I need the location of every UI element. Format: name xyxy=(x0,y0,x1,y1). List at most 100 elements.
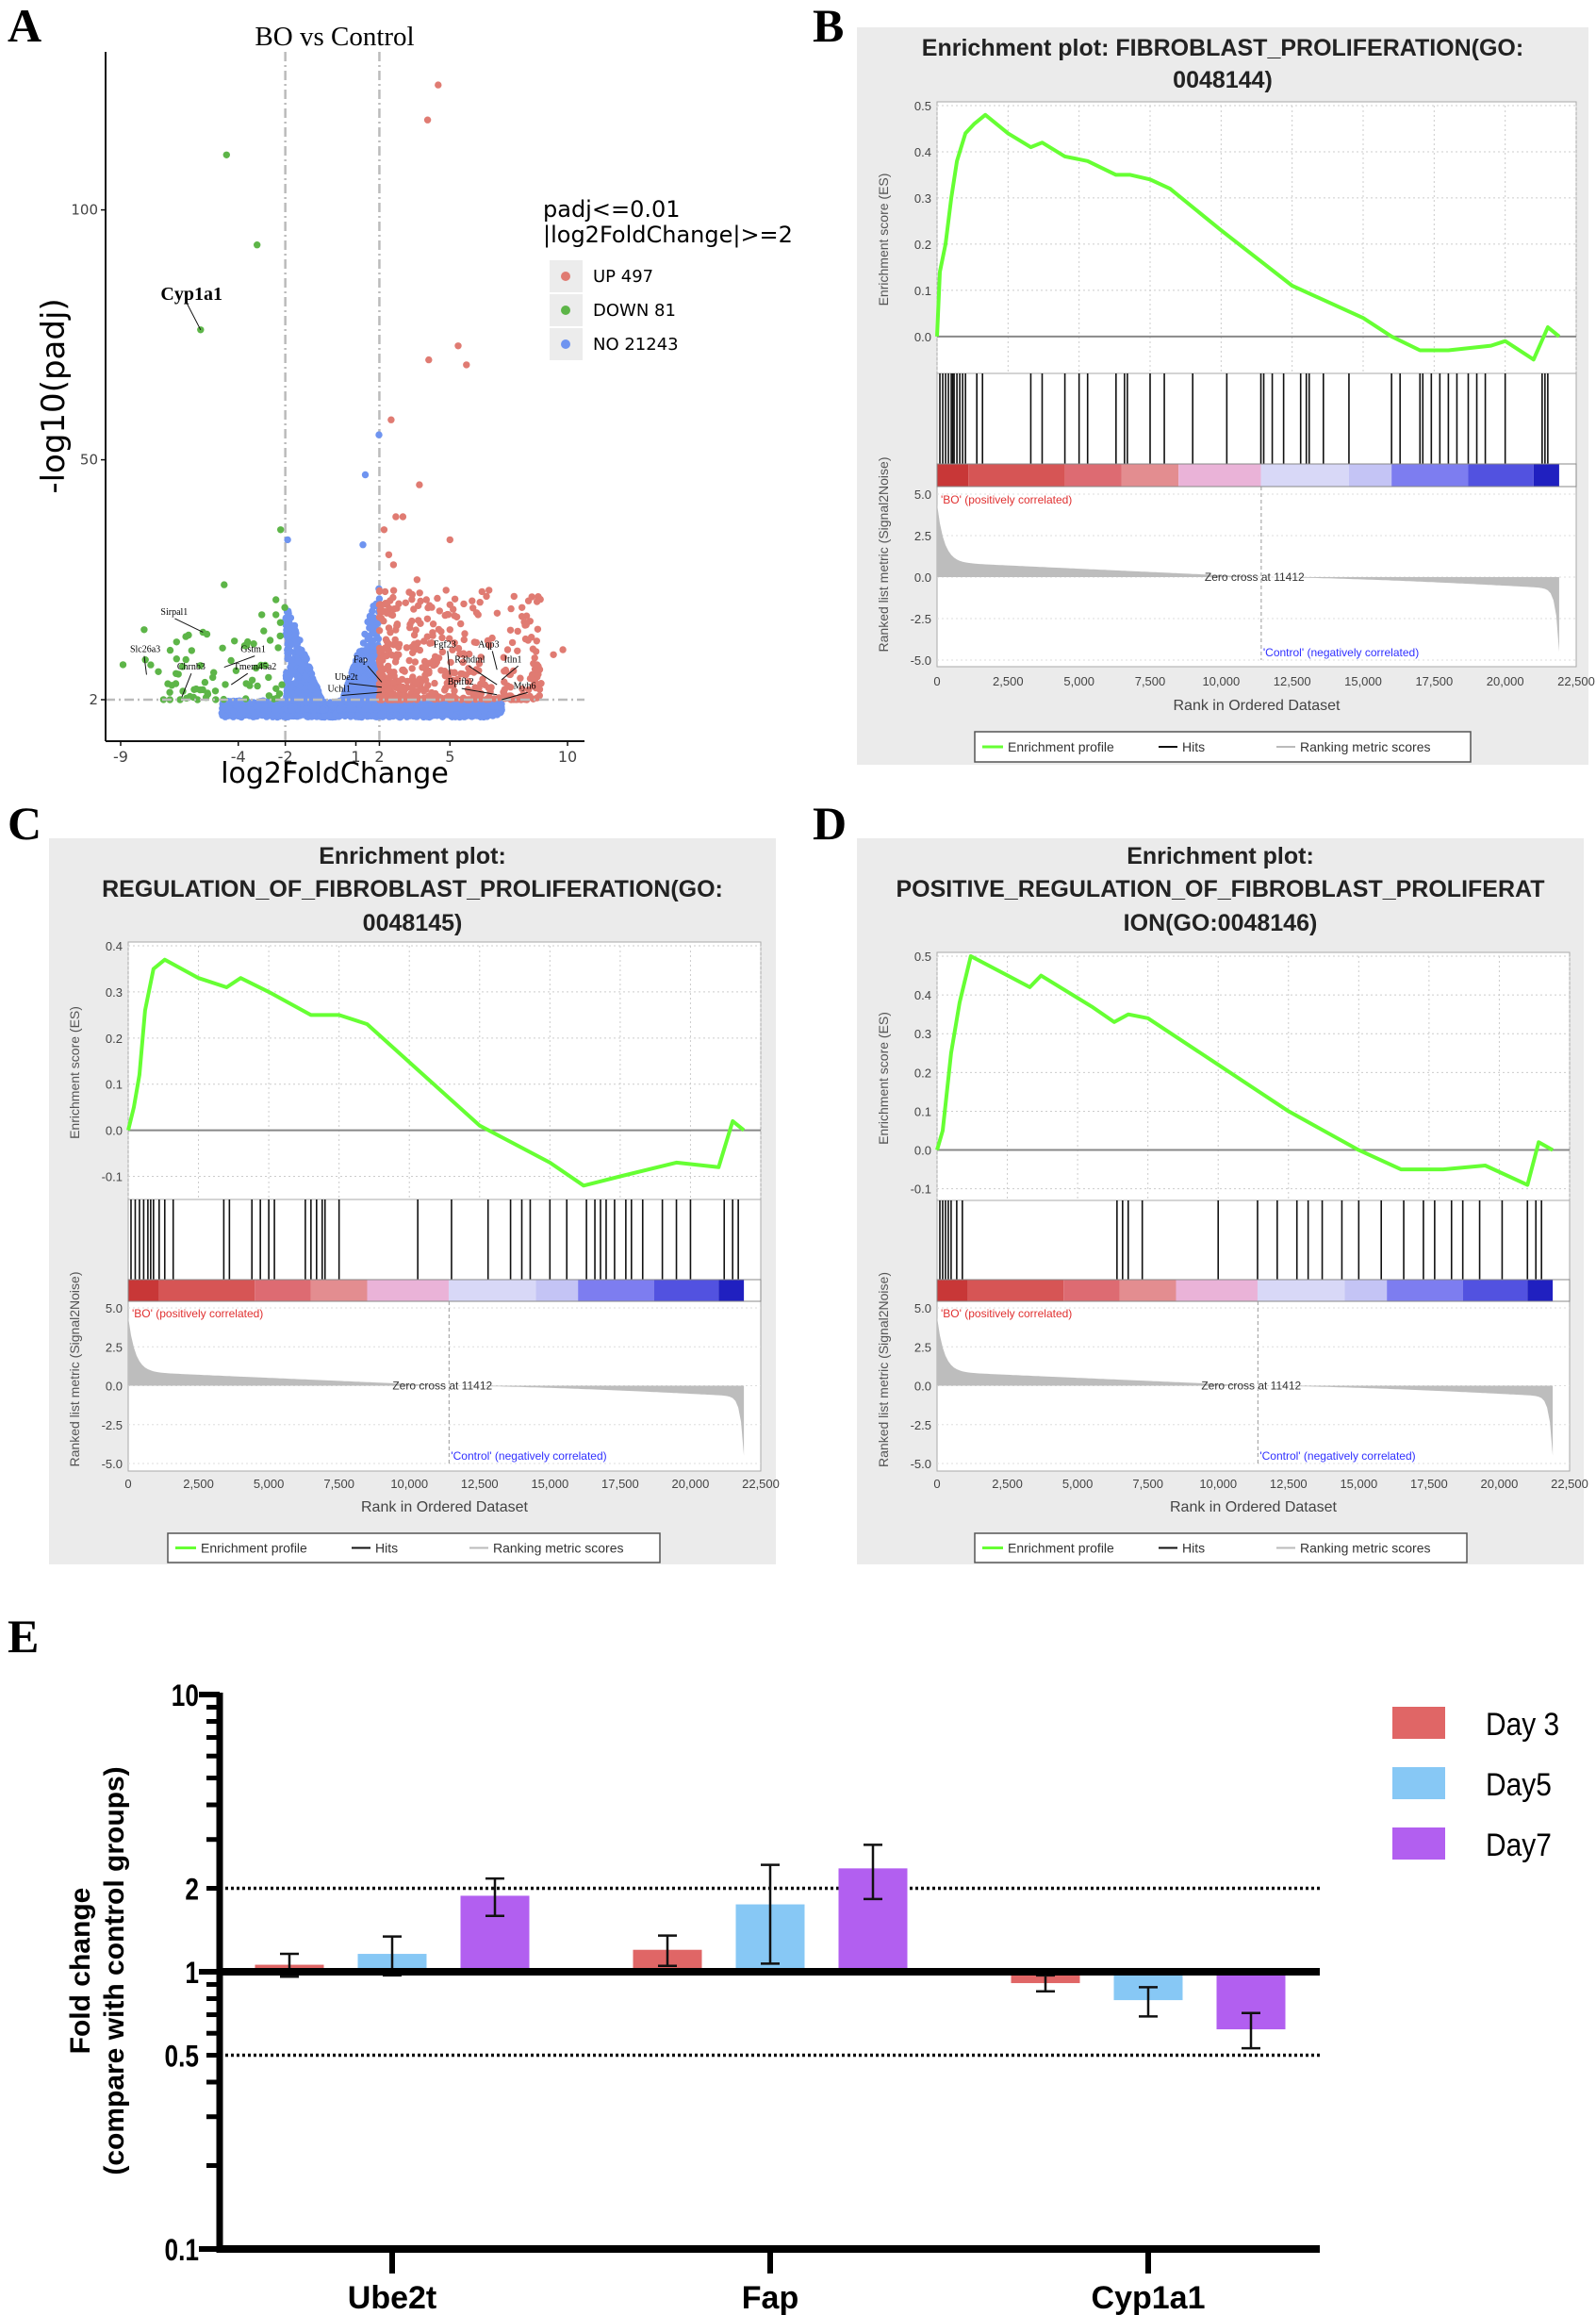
volcano-point-up xyxy=(474,611,482,619)
volcano-point-down xyxy=(222,151,230,158)
volcano-point-down xyxy=(119,661,127,669)
volcano-point-up xyxy=(535,692,543,700)
volcano-point-up xyxy=(446,635,453,642)
x-axis-title: log2FoldChange xyxy=(221,757,449,790)
volcano-point-no xyxy=(349,668,357,676)
x-tick-label: 7,500 xyxy=(1135,674,1166,688)
positive-correlation-label: 'BO' (positively correlated) xyxy=(941,493,1072,506)
volcano-point-no xyxy=(474,711,482,719)
metric-tick-label: -5.0 xyxy=(911,1457,931,1471)
volcano-point-up xyxy=(530,695,537,703)
volcano-point-no xyxy=(361,705,369,713)
volcano-point-down xyxy=(147,661,155,669)
volcano-point-down xyxy=(166,646,174,654)
volcano-point-up xyxy=(508,638,517,647)
volcano-point-up xyxy=(402,599,409,606)
volcano-point-down xyxy=(248,676,256,684)
volcano-point-up xyxy=(408,665,416,672)
y-tick-label: 50 xyxy=(80,452,98,469)
volcano-point-no xyxy=(296,637,304,644)
volcano-point-no xyxy=(452,713,459,720)
gsea-plot-c: Enrichment plot: REGULATION_OF_FIBROBLAST… xyxy=(49,838,780,1564)
volcano-point-up xyxy=(447,682,455,689)
volcano-point-down xyxy=(196,662,205,670)
x-tick-label: 2 xyxy=(374,748,384,766)
rank-color-band-segment xyxy=(1344,1280,1388,1301)
volcano-point-up xyxy=(528,593,535,601)
y-tick-label: 2 xyxy=(89,691,98,708)
volcano-point-no xyxy=(371,703,379,711)
volcano-point-no xyxy=(377,711,385,719)
panel-letter-c: C xyxy=(8,797,41,850)
legend-label: Ranking metric scores xyxy=(1300,1541,1431,1556)
volcano-point-down xyxy=(173,655,180,663)
volcano-point-no xyxy=(353,656,360,665)
volcano-point-down xyxy=(231,637,239,645)
volcano-point-no xyxy=(360,664,369,671)
volcano-point-up xyxy=(438,634,446,642)
legend-title: |log2FoldChange|>=2 xyxy=(543,222,793,248)
volcano-point-up xyxy=(514,647,521,654)
fold-change-bar-chart: 10 2 1 0.5 0.1 Ube2t Fap Cyp1a1 Fold change (comp… xyxy=(65,1680,1559,2315)
volcano-point-up xyxy=(459,658,467,667)
volcano-point-up xyxy=(518,613,526,620)
rank-color-band-segment xyxy=(1533,464,1559,487)
volcano-point-no xyxy=(288,641,295,649)
volcano-point-up xyxy=(518,604,526,611)
volcano-point-down xyxy=(272,596,280,604)
legend-label: Enrichment profile xyxy=(201,1541,307,1556)
metric-tick-label: -2.5 xyxy=(911,612,931,626)
volcano-point-no xyxy=(406,702,414,709)
rank-color-band-segment xyxy=(1176,1280,1258,1301)
volcano-point-up xyxy=(454,342,462,350)
volcano-point-no xyxy=(359,699,367,707)
legend-swatch xyxy=(1392,1827,1445,1860)
volcano-point-no xyxy=(336,705,344,713)
rank-color-band-segment xyxy=(937,1280,968,1301)
volcano-point-no xyxy=(361,471,370,479)
volcano-point-down xyxy=(219,644,226,652)
metric-axis-title: Ranked list metric (Signal2Noise) xyxy=(876,1272,891,1467)
legend-label: Enrichment profile xyxy=(1008,739,1114,754)
volcano-point-no xyxy=(346,704,354,712)
volcano-point-up xyxy=(399,513,407,521)
legend-box xyxy=(974,731,1472,763)
negative-correlation-label: 'Control' (negatively correlated) xyxy=(1263,646,1419,659)
volcano-point-no xyxy=(282,621,290,629)
volcano-point-up xyxy=(435,81,442,89)
volcano-point-down xyxy=(140,626,148,634)
x-axis-title: Rank in Ordered Dataset xyxy=(1174,698,1341,714)
volcano-point-up xyxy=(441,668,449,675)
es-tick-label: 0.4 xyxy=(914,988,931,1002)
gene-label-leader xyxy=(447,651,451,675)
y-tick-label: 10 xyxy=(172,1680,199,1713)
volcano-point-up xyxy=(446,536,453,544)
volcano-point-no xyxy=(277,700,285,707)
rank-color-band-segment xyxy=(255,1280,311,1301)
volcano-point-up xyxy=(483,592,490,601)
volcano-point-down xyxy=(278,681,286,688)
volcano-point-up xyxy=(453,675,462,683)
volcano-point-up xyxy=(416,646,424,654)
volcano-point-down xyxy=(204,690,212,698)
ranking-metric-area xyxy=(937,1316,1554,1456)
gsea-plot-d: Enrichment plot: POSITIVE_REGULATION_OF_F… xyxy=(857,838,1588,1564)
x-tick-label: -2 xyxy=(278,748,293,766)
x-tick-label: 7,500 xyxy=(1132,1477,1163,1491)
volcano-point-no xyxy=(341,690,350,698)
x-tick-label: 15,000 xyxy=(531,1477,568,1491)
volcano-point-up xyxy=(409,649,417,656)
volcano-point-no xyxy=(368,657,375,665)
volcano-point-up xyxy=(393,651,402,658)
volcano-point-up xyxy=(377,669,385,676)
volcano-point-no xyxy=(399,708,406,716)
x-tick-label: 10 xyxy=(558,748,577,766)
x-tick-label: 20,000 xyxy=(1487,674,1524,688)
es-tick-label: 0.3 xyxy=(914,191,931,206)
volcano-point-up xyxy=(387,416,395,423)
volcano-point-up xyxy=(383,652,390,660)
gene-label: Cyp1a1 xyxy=(160,284,222,305)
y-tick-label: 1 xyxy=(185,1958,199,1991)
volcano-point-up xyxy=(388,652,396,659)
